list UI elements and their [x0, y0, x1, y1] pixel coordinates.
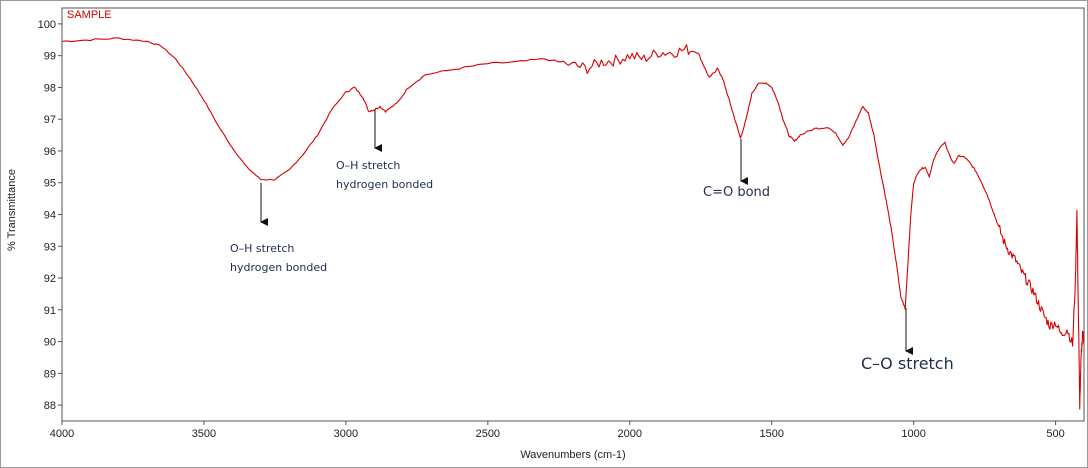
y-tick-label: 100 — [38, 19, 56, 31]
x-tick-label: 2000 — [618, 428, 642, 440]
annotation-oh-broad-line1: O–H stretch — [230, 242, 294, 255]
annotation-oh-narrow-line1: O–H stretch — [336, 159, 400, 172]
x-tick-label: 4000 — [50, 428, 74, 440]
y-tick-label: 94 — [44, 210, 56, 222]
y-axis-title: % Transmittance — [6, 169, 18, 251]
plot-area — [61, 7, 1085, 422]
x-tick-label: 1500 — [759, 428, 783, 440]
y-axis: 88 89 90 91 92 93 94 95 96 97 98 99 100 — [38, 19, 62, 412]
x-tick-label: 2500 — [476, 428, 500, 440]
annotation-oh-narrow-line2: hydrogen bonded — [336, 178, 433, 191]
annotation-co-single: C–O stretch — [861, 354, 954, 373]
x-tick-label: 3000 — [334, 428, 358, 440]
x-axis-title: Wavenumbers (cm-1) — [520, 449, 625, 461]
x-axis: 4000 3500 3000 2500 2000 1500 1000 500 — [50, 421, 1065, 440]
x-tick-label: 1000 — [901, 428, 925, 440]
y-tick-label: 91 — [44, 305, 56, 317]
y-tick-label: 92 — [44, 273, 56, 285]
y-tick-label: 90 — [44, 337, 56, 349]
x-tick-label: 500 — [1046, 428, 1064, 440]
spectrum-line — [61, 37, 1085, 410]
y-tick-label: 93 — [44, 241, 56, 253]
chart-title: SAMPLE — [67, 9, 112, 21]
annotation-oh-broad-line2: hydrogen bonded — [230, 261, 327, 274]
y-tick-label: 88 — [44, 400, 56, 412]
y-tick-label: 97 — [44, 114, 56, 126]
y-tick-label: 98 — [44, 82, 56, 94]
y-tick-label: 99 — [44, 51, 56, 63]
annotation-co-double: C=O bond — [703, 185, 770, 200]
x-tick-label: 3500 — [192, 428, 216, 440]
y-tick-label: 89 — [44, 368, 56, 380]
y-tick-label: 95 — [44, 178, 56, 190]
y-tick-label: 96 — [44, 146, 56, 158]
